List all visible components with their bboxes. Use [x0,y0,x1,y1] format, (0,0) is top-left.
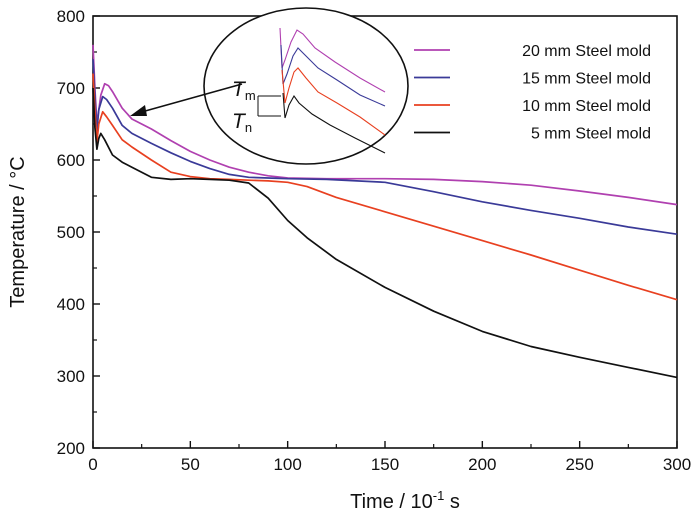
x-tick-label: 0 [88,455,97,474]
inset-arrow-head [130,105,147,116]
x-tick-label: 250 [565,455,593,474]
y-tick-label: 500 [57,223,85,242]
inset-curve [279,27,386,93]
inset-curve [281,67,386,136]
x-tick-label: 100 [273,455,301,474]
x-tick-label: 200 [468,455,496,474]
inset-magnified-view: Tm Tn [130,7,409,165]
x-axis-title: Time / 10-1 s [350,488,460,513]
legend: 20 mm Steel mold 15 mm Steel mold 10 mm St… [414,43,651,143]
y-tick-label: 300 [57,367,85,386]
y-tick-label: 800 [57,7,85,26]
series-line [92,44,678,206]
series-line [92,59,678,236]
x-tick-label: 150 [371,455,399,474]
tm-label: Tm [232,78,256,103]
inset-ellipse [203,7,409,165]
y-axis-title: Temperature / °C [7,156,29,307]
inset-curve [282,92,386,154]
x-tick-label: 300 [663,455,691,474]
y-tick-label: 600 [57,151,85,170]
series-line [92,87,678,379]
y-tick-label: 400 [57,295,85,314]
inset-arrow-line [137,83,243,114]
legend-label: 20 mm Steel mold [522,43,651,60]
x-tick-label: 50 [181,455,200,474]
y-tick-label: 700 [57,79,85,98]
y-tick-label: 200 [57,439,85,458]
legend-label: 5 mm Steel mold [531,126,651,143]
legend-label: 15 mm Steel mold [522,71,651,88]
inset-curve [280,44,386,107]
legend-label: 10 mm Steel mold [522,98,651,115]
series-lines [92,44,678,379]
axes: 0 50 100 150 200 250 300 200 300 400 500 600 700 800 T… [7,7,691,513]
tn-label: Tn [232,110,252,135]
